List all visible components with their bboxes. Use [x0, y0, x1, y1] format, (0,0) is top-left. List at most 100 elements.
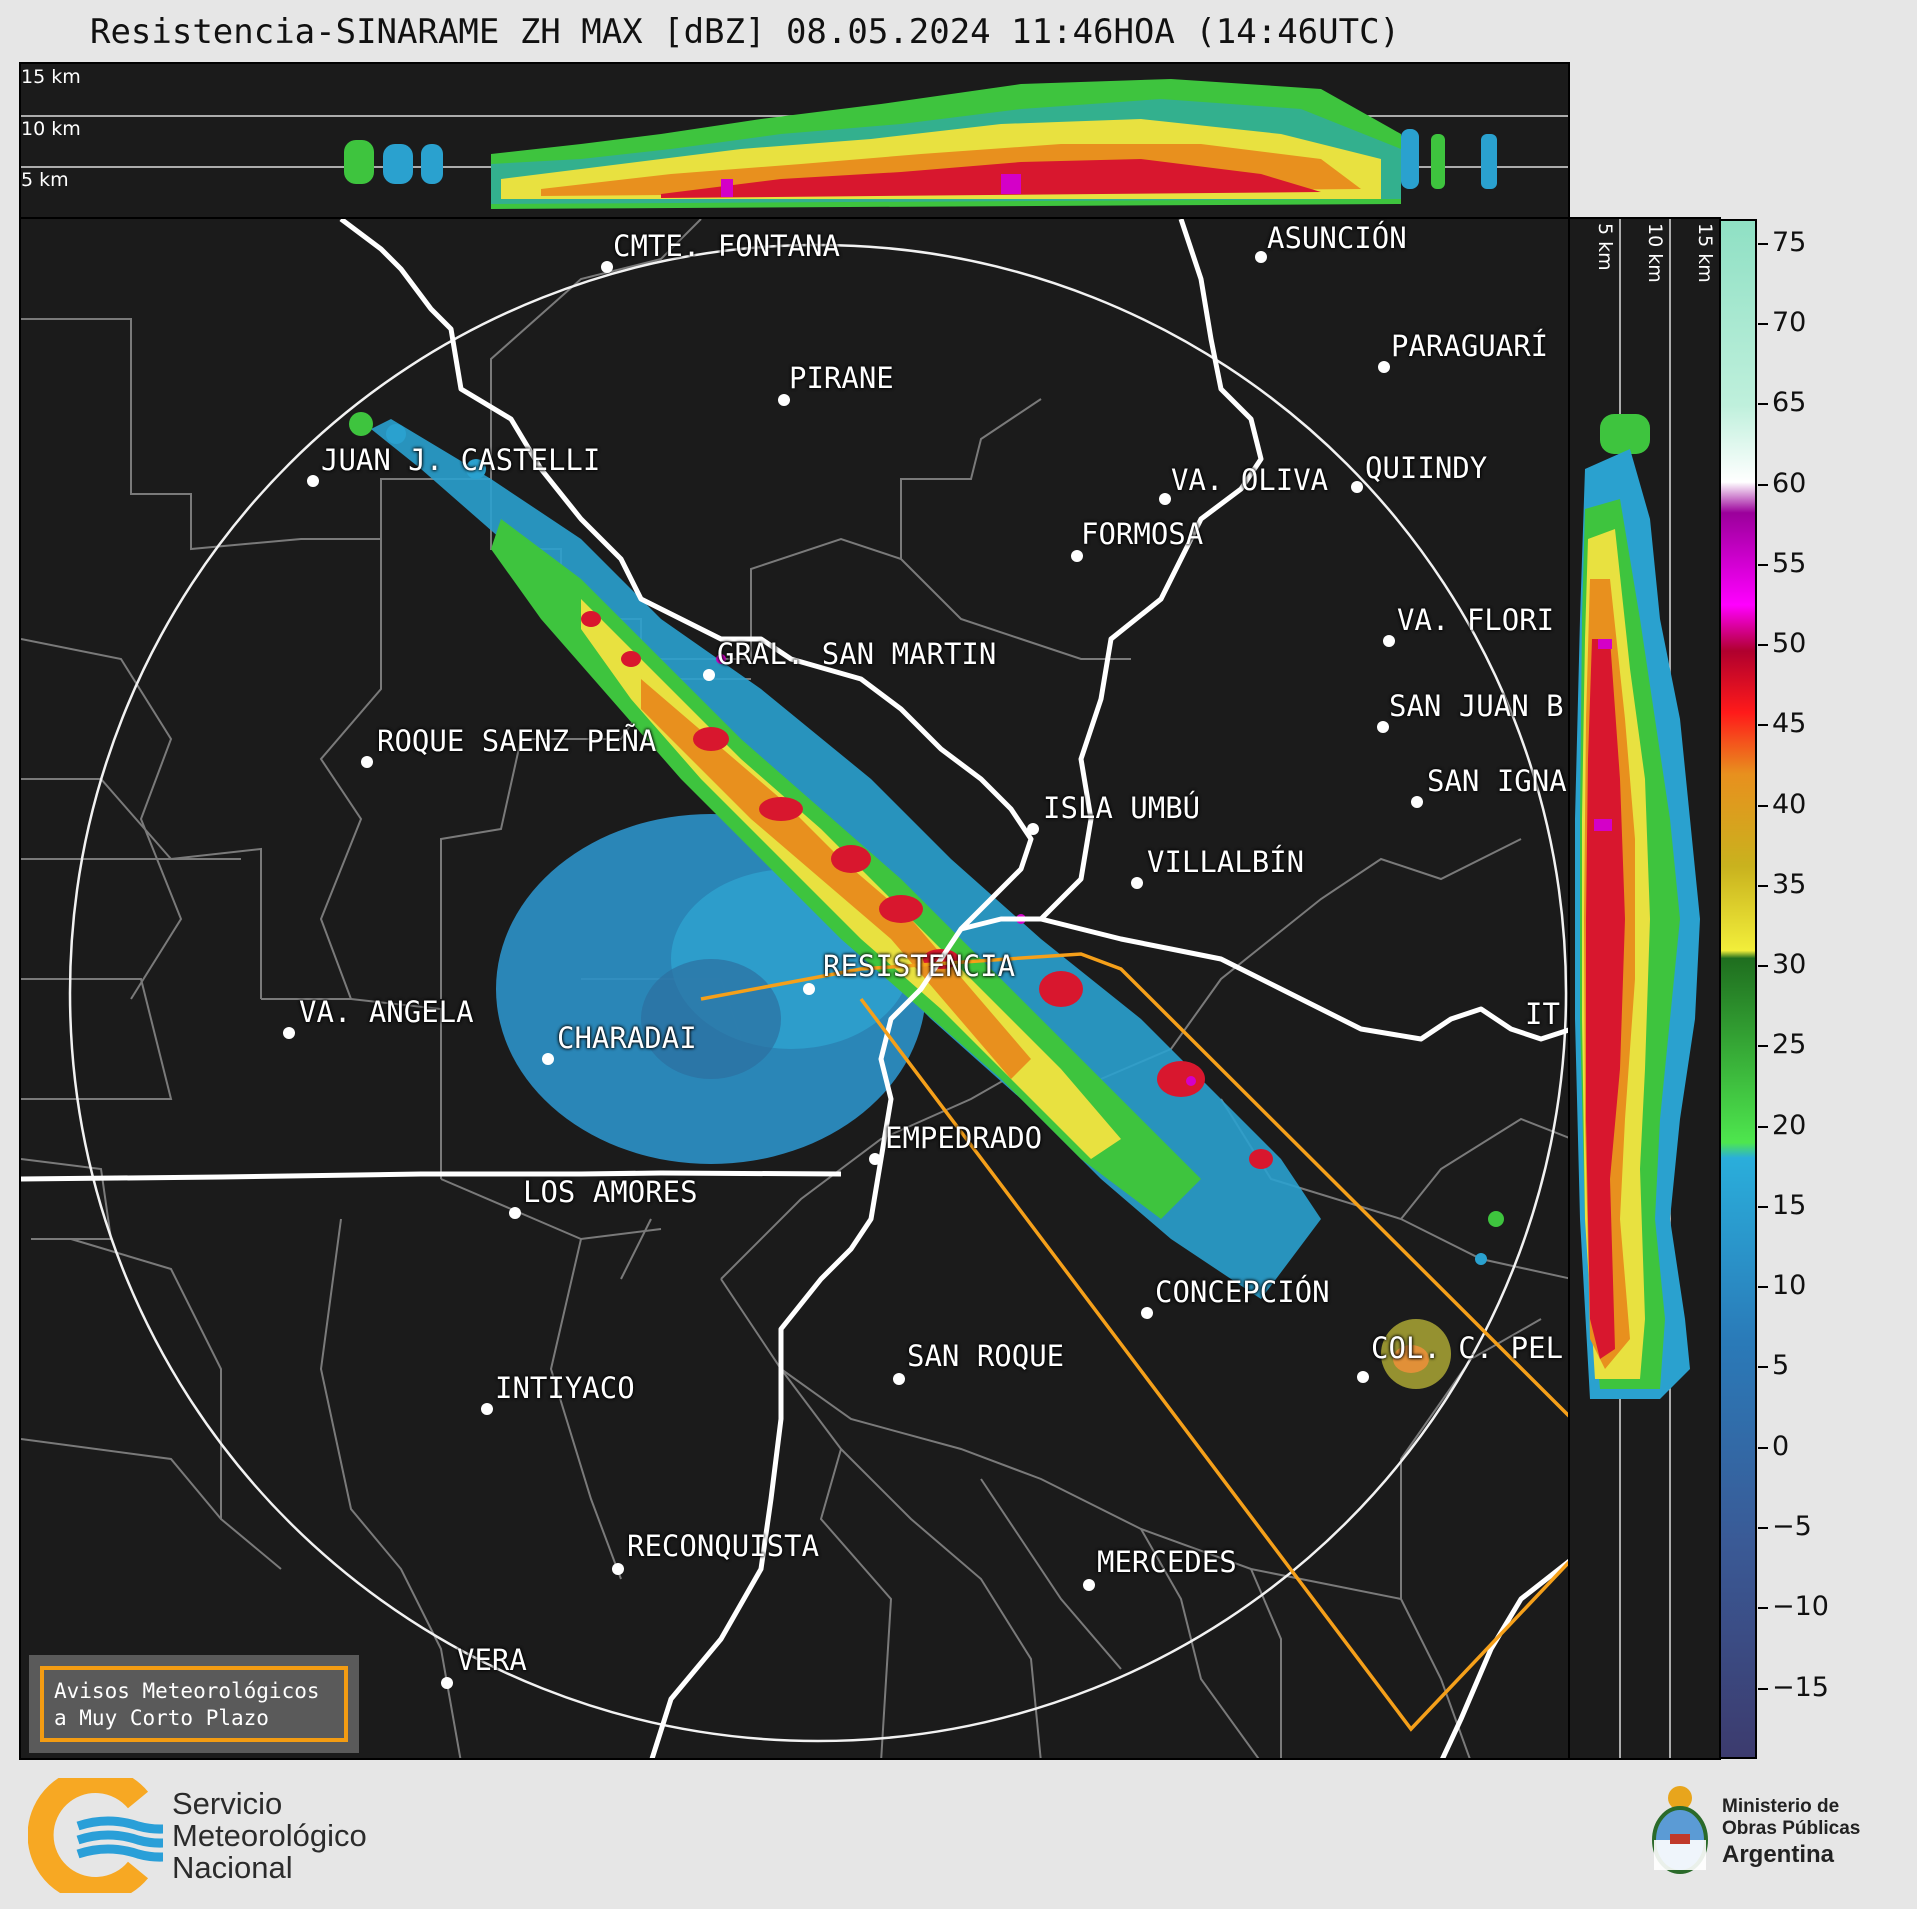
smn-logo-icon [28, 1778, 163, 1893]
colorbar-tick [1758, 1366, 1768, 1368]
city-label: INTIYACO [495, 1371, 635, 1405]
city-marker [1383, 635, 1395, 647]
colorbar-tick [1758, 1447, 1768, 1449]
rivers [21, 219, 1568, 1758]
colorbar-tick [1758, 644, 1768, 646]
colorbar-tick-label: 20 [1772, 1110, 1807, 1141]
city-label: GRAL. SAN MARTIN [717, 637, 997, 671]
city-marker [283, 1027, 295, 1039]
warning-legend-line2: a Muy Corto Plazo [54, 1706, 269, 1730]
city-label: SAN ROQUE [907, 1339, 1065, 1373]
colorbar-tick-label: 10 [1772, 1270, 1807, 1301]
colorbar-tick [1758, 1045, 1768, 1047]
city-label: SAN IGNA [1427, 764, 1567, 798]
city-label: RESISTENCIA [823, 949, 1016, 983]
city-marker [778, 394, 790, 406]
colorbar-tick-label: −15 [1772, 1672, 1829, 1703]
colorbar-tick-label: 65 [1772, 387, 1807, 418]
colorbar-tick [1758, 724, 1768, 726]
colorbar-tick-label: −10 [1772, 1591, 1829, 1622]
colorbar-tick [1758, 403, 1768, 405]
ministry-logo-line1: Ministerio de [1722, 1796, 1840, 1817]
colorbar-tick-label: 40 [1772, 789, 1807, 820]
radar-map-graphics [21, 219, 1568, 1758]
ministry-logo-line2: Obras Públicas [1722, 1818, 1861, 1839]
city-label: PIRANE [789, 361, 894, 395]
city-marker [1357, 1371, 1369, 1383]
city-label: CMTE. FONTANA [613, 229, 840, 263]
city-marker [1377, 721, 1389, 733]
city-marker [1141, 1307, 1153, 1319]
map-title: Resistencia-SINARAME ZH MAX [dBZ] 08.05.… [89, 12, 1401, 52]
smn-logo-line3: Nacional [172, 1850, 293, 1885]
colorbar-tick-label: 50 [1772, 628, 1807, 659]
colorbar-tick [1758, 1527, 1768, 1529]
smn-logo-line2: Meteorológico [172, 1818, 367, 1853]
colorbar-tick-label: 55 [1772, 548, 1807, 579]
colorbar-tick [1758, 1286, 1768, 1288]
colorbar-tick-label: 0 [1772, 1431, 1790, 1462]
colorbar-tick [1758, 885, 1768, 887]
dbz-colorbar [1719, 219, 1757, 1759]
colorbar-tick-label: 35 [1772, 869, 1807, 900]
city-marker [1071, 550, 1083, 562]
city-label: LOS AMORES [523, 1175, 698, 1209]
city-label: VA. OLIVA [1171, 463, 1329, 497]
city-marker [441, 1677, 453, 1689]
ministry-logo-text: Ministerio de Obras Públicas Argentina [1722, 1796, 1860, 1870]
colorbar-tick [1758, 1688, 1768, 1690]
city-marker [1255, 251, 1267, 263]
city-label: VILLALBÍN [1147, 845, 1305, 879]
radar-site-marker [803, 983, 815, 995]
colorbar-tick [1758, 323, 1768, 325]
colorbar-tick-label: 70 [1772, 307, 1807, 338]
city-marker [1411, 796, 1423, 808]
warning-legend-text: Avisos Meteorológicos a Muy Corto Plazo [40, 1666, 348, 1742]
city-marker [542, 1053, 554, 1065]
radar-map: ASUNCIÓN CMTE. FONTANA PARAGUARÍ PIRANE … [19, 217, 1570, 1760]
city-label: JUAN J. CASTELLI [321, 443, 601, 477]
colorbar-tick-label: 30 [1772, 949, 1807, 980]
right-profile-echoes [1575, 219, 1700, 1758]
city-label: PARAGUARÍ [1391, 329, 1549, 363]
city-label: VA. ANGELA [299, 995, 474, 1029]
warning-legend-line1: Avisos Meteorológicos [54, 1679, 320, 1703]
city-label: ROQUE SAENZ PEÑA [377, 724, 657, 758]
city-marker [703, 669, 715, 681]
precipitation-echoes [349, 412, 1504, 1389]
right-height-label-5km: 5 km [1594, 223, 1616, 271]
city-label: ASUNCIÓN [1267, 221, 1407, 255]
top-profile-echoes [21, 79, 1568, 209]
warning-legend-box: Avisos Meteorológicos a Muy Corto Plazo [29, 1655, 359, 1753]
colorbar-tick [1758, 805, 1768, 807]
colorbar-tick-label: 75 [1772, 227, 1807, 258]
right-height-profile: 5 km 10 km 15 km [1568, 217, 1721, 1760]
city-label: EMPEDRADO [885, 1121, 1043, 1155]
colorbar-tick [1758, 243, 1768, 245]
smn-logo-line1: Servicio [172, 1786, 283, 1821]
city-marker [1159, 493, 1171, 505]
city-marker [361, 756, 373, 768]
city-marker [1378, 361, 1390, 373]
city-marker [1351, 481, 1363, 493]
height-label-15km: 15 km [21, 66, 81, 88]
city-marker [1131, 877, 1143, 889]
smn-logo-text: Servicio Meteorológico Nacional [172, 1788, 367, 1884]
colorbar-tick [1758, 965, 1768, 967]
city-label: SAN JUAN B [1389, 689, 1564, 723]
colorbar-tick-label: −5 [1772, 1511, 1812, 1542]
city-marker [509, 1207, 521, 1219]
right-height-label-10km: 10 km [1644, 223, 1666, 283]
city-label: FORMOSA [1081, 517, 1204, 551]
city-label: MERCEDES [1097, 1545, 1237, 1579]
radar-range-circle [68, 243, 1568, 1743]
colorbar-tick-label: 25 [1772, 1029, 1807, 1060]
colorbar-tick-label: 45 [1772, 708, 1807, 739]
city-marker [869, 1153, 881, 1165]
ministry-logo-line3: Argentina [1722, 1841, 1835, 1868]
top-height-profile: 15 km 10 km 5 km [19, 62, 1570, 219]
colorbar-tick [1758, 1126, 1768, 1128]
city-marker [1027, 823, 1039, 835]
city-label: RECONQUISTA [627, 1529, 820, 1563]
city-marker [612, 1563, 624, 1575]
